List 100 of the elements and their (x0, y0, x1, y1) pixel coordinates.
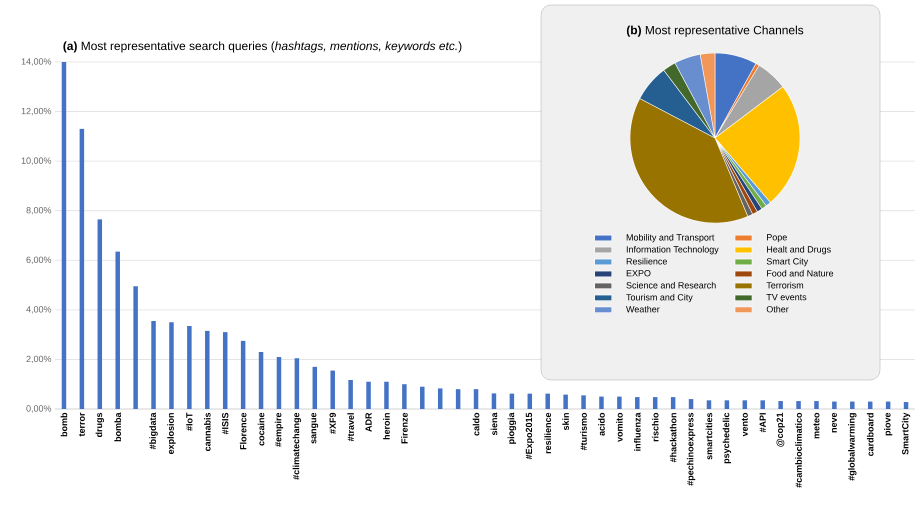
y-tick-label: 10,00% (22, 157, 52, 165)
y-tick-label: 4,00% (26, 306, 52, 314)
x-tick-label: SmartCity (902, 412, 910, 455)
bar (438, 388, 442, 409)
legend-label: Mobility and Transport (626, 234, 714, 242)
bar (384, 382, 389, 409)
bar (510, 394, 514, 409)
x-tick-label: cocaine (258, 412, 264, 446)
bar (402, 384, 407, 409)
x-tick-label: vento (742, 412, 748, 436)
x-tick-label: #climatechange (292, 412, 302, 480)
x-tick-label: #pechinoexpress (686, 412, 696, 486)
bar (528, 394, 532, 409)
x-tick-label: #turismo (580, 412, 587, 450)
legend-label: Healt and Drugs (767, 246, 831, 254)
x-tick-label: terror (78, 412, 85, 436)
x-tick-label: #travel (347, 413, 354, 442)
y-tick-label: 8,00% (26, 207, 52, 214)
bar (348, 380, 353, 409)
x-tick-label: ADR (365, 412, 372, 432)
bar (366, 382, 371, 409)
legend-label: Food and Nature (767, 270, 834, 276)
x-tick-label: skin (562, 413, 569, 430)
bar (832, 402, 837, 409)
x-tick-label: @cop21 (776, 412, 785, 447)
x-tick-label: #globalwarming (848, 413, 856, 481)
bar (276, 356, 282, 409)
bar (886, 402, 890, 409)
bar (294, 358, 300, 409)
bar (330, 370, 335, 409)
bar (312, 366, 318, 409)
x-tick-label: Florence (240, 412, 246, 450)
bar (742, 400, 748, 409)
chart-title: (a) Most representative search queries (hashtags, mentions, keywords etc.) (63, 41, 462, 53)
y-tick-label: 0,00% (26, 405, 52, 413)
bar (492, 393, 496, 409)
legend-label: Resilience (626, 258, 667, 265)
x-tick-label: vomito (616, 412, 623, 442)
bar (98, 219, 102, 409)
x-tick-label: bomba (114, 412, 122, 442)
bar (868, 402, 872, 409)
legend-label: Other (766, 306, 789, 312)
bar (670, 397, 676, 409)
x-tick-label: #ISIS (222, 412, 228, 434)
legend-label: Weather (626, 306, 660, 312)
bar (652, 397, 658, 409)
bar (222, 332, 228, 409)
x-tick-label: #cambioclimatico (795, 412, 802, 488)
bar (115, 252, 120, 409)
x-tick-label: heroin (383, 413, 390, 440)
bar (563, 394, 568, 409)
bar (688, 399, 694, 409)
x-tick-label: smartcities (706, 412, 712, 460)
bar (850, 402, 855, 409)
bar (635, 397, 640, 409)
bar (456, 389, 460, 409)
x-tick-label: #bigdata (149, 412, 158, 450)
bar (169, 322, 174, 409)
x-tick-label: bomb (60, 412, 68, 436)
bar (814, 401, 819, 409)
bar (205, 330, 210, 409)
bar (706, 400, 712, 409)
bar (420, 386, 425, 409)
bar (62, 62, 66, 409)
x-tick-label: psychedelic (722, 412, 732, 464)
x-tick-label: acido (598, 412, 605, 436)
bar (258, 352, 264, 409)
x-tick-label: cardboard (866, 413, 874, 456)
legend-label: Tourism and City (626, 294, 693, 302)
bar (545, 394, 550, 409)
legend-label: Science and Research (626, 282, 716, 288)
x-tick-label: meteo (814, 412, 820, 438)
bar (133, 286, 138, 409)
bar (904, 402, 908, 409)
x-tick-label: rischio (652, 412, 659, 442)
bar (617, 396, 622, 409)
x-tick-label: siena (490, 412, 498, 436)
legend-label: Pope (767, 234, 787, 242)
y-tick-label: 14,00% (22, 58, 52, 66)
bar (581, 395, 586, 409)
x-tick-label: drugs (96, 412, 104, 438)
x-tick-label: #empire (274, 412, 284, 447)
legend-label: EXPO (626, 270, 651, 276)
x-tick-label: explosion (167, 413, 176, 454)
y-tick-label: 2,00% (26, 356, 52, 364)
x-tick-label: #API (760, 413, 766, 432)
legend-label: Smart City (766, 258, 808, 266)
legend-label: Terrorism (766, 282, 804, 288)
bar (599, 396, 604, 409)
x-tick-label: #XF9 (330, 412, 336, 434)
bar (240, 340, 246, 409)
y-tick-label: 6,00% (26, 256, 52, 264)
bar (80, 128, 84, 409)
bar (187, 326, 192, 409)
bar (151, 321, 156, 409)
x-tick-label: resilience (544, 412, 552, 454)
x-tick-label: sangue (311, 412, 318, 444)
bar (724, 400, 730, 409)
x-tick-label: pioggia (508, 412, 516, 444)
x-tick-label: #Expo2015 (526, 412, 534, 460)
